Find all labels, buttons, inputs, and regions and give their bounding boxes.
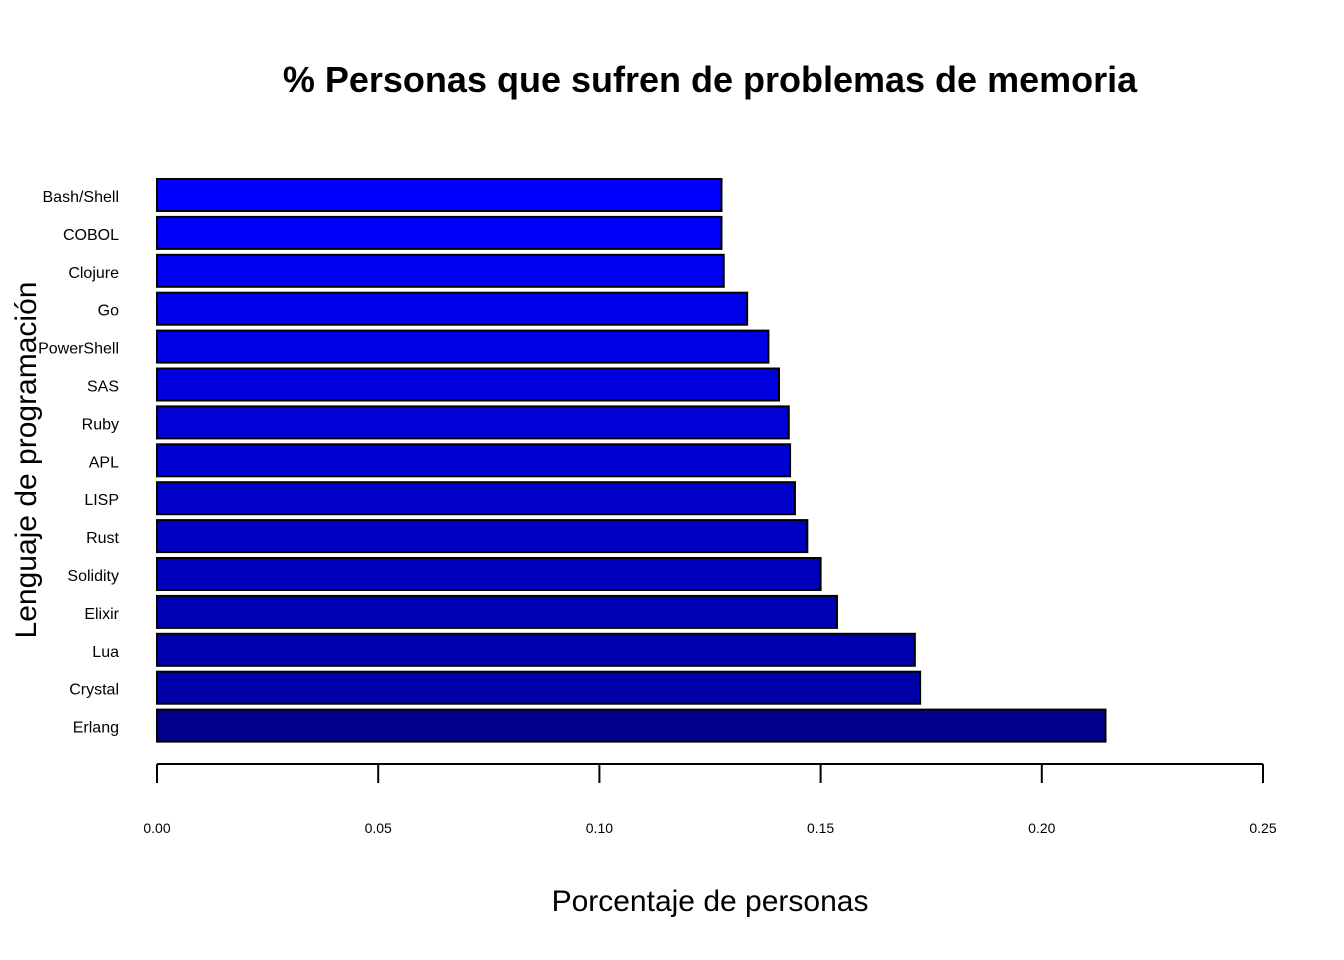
bar-powershell (156, 329, 770, 364)
x-tick-label: 0.20 (1028, 820, 1055, 836)
x-tick-label: 0.25 (1249, 820, 1276, 836)
bar-cobol (156, 215, 723, 250)
bar-sas (156, 367, 781, 402)
bar-lua (156, 632, 916, 667)
bar-ruby (156, 405, 790, 440)
category-labels-group: Bash/Shell COBOL Clojure Go PowerShell SAS Rub… (38, 189, 120, 737)
category-label-sas: SAS (87, 379, 119, 396)
bar-erlang (156, 708, 1107, 743)
category-label-elixir: Elixir (84, 606, 119, 623)
bar-apl (156, 443, 792, 478)
category-label-bash-shell: Bash/Shell (43, 189, 120, 206)
y-axis-label: Lenguaje de programación (10, 282, 43, 639)
category-label-clojure: Clojure (68, 265, 119, 282)
x-tick-label: 0.00 (143, 820, 170, 836)
bar-elixir (156, 594, 838, 629)
bar-bash-shell (156, 178, 723, 212)
x-tick-label: 0.15 (807, 820, 834, 836)
x-tick-label: 0.05 (365, 820, 392, 836)
bar-lisp (156, 481, 796, 516)
bar-crystal (156, 670, 922, 705)
category-label-ruby: Ruby (82, 416, 119, 433)
category-label-apl: APL (89, 454, 119, 471)
chart-title: % Personas que sufren de problemas de me… (283, 59, 1138, 100)
category-label-erlang: Erlang (73, 720, 119, 737)
bar-go (156, 291, 749, 326)
x-tick-label: 0.10 (586, 820, 613, 836)
category-label-crystal: Crystal (69, 682, 119, 699)
category-label-rust: Rust (86, 530, 119, 547)
category-label-go: Go (98, 303, 119, 320)
category-label-solidity: Solidity (67, 568, 119, 585)
bar-rust (156, 519, 809, 554)
category-label-lisp: LISP (84, 492, 119, 509)
x-axis: 0.00 0.05 0.10 0.15 0.20 0.25 (143, 763, 1277, 836)
x-axis-label: Porcentaje de personas (552, 885, 869, 918)
bar-clojure (156, 253, 725, 288)
bars-group (156, 178, 1107, 743)
category-label-powershell: PowerShell (38, 341, 119, 358)
category-label-cobol: COBOL (63, 227, 119, 244)
bar-solidity (156, 557, 822, 591)
category-label-lua: Lua (92, 644, 119, 661)
